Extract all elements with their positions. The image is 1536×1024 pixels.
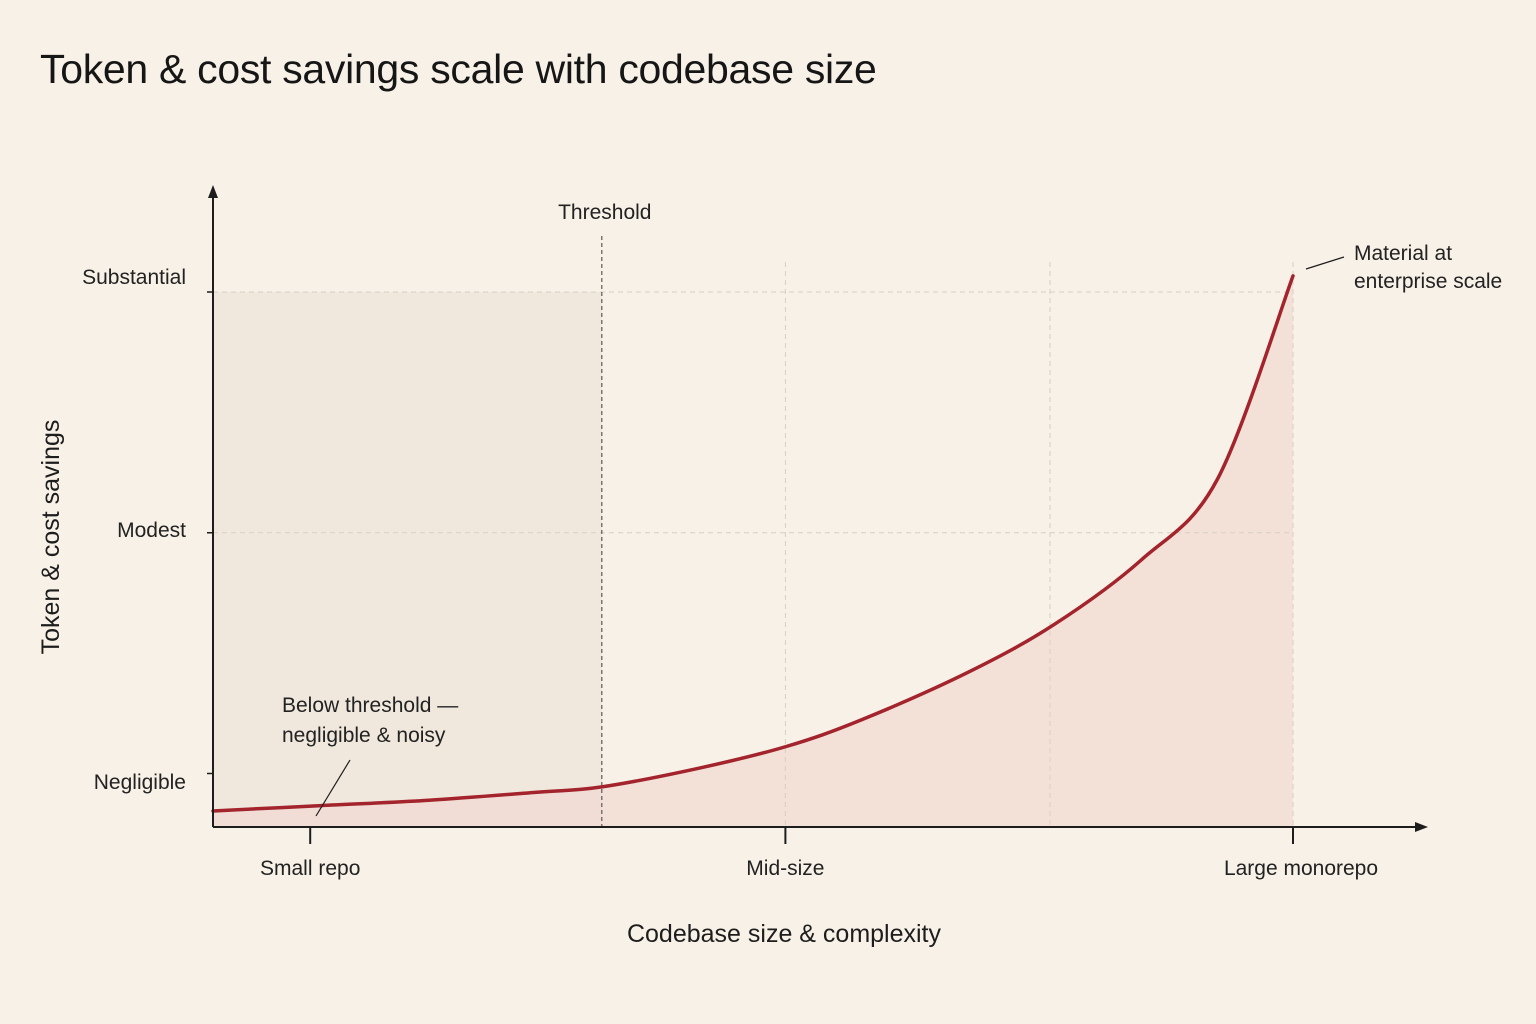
x-tick-label: Mid-size xyxy=(746,857,824,880)
enterprise-annotation: Material at enterprise scale xyxy=(1354,242,1502,293)
y-axis-title: Token & cost savings xyxy=(37,420,65,655)
below-threshold-region xyxy=(213,292,602,827)
x-axis-title: Codebase size & complexity xyxy=(627,920,942,948)
y-tick-label: Substantial xyxy=(82,266,186,289)
y-tick-label: Negligible xyxy=(94,771,186,794)
threshold-label: Threshold xyxy=(558,201,651,224)
annotation-line: Below threshold — xyxy=(282,694,458,717)
chart-title: Token & cost savings scale with codebase… xyxy=(40,46,877,92)
x-tick-label: Large monorepo xyxy=(1224,857,1378,880)
y-axis-arrow xyxy=(208,185,218,198)
below-threshold-annotation: Below threshold — negligible & noisy xyxy=(282,694,458,747)
savings-area xyxy=(213,275,1293,827)
annotation-line: enterprise scale xyxy=(1354,270,1502,293)
annotation-line: Material at xyxy=(1354,242,1452,265)
savings-curve xyxy=(211,274,1295,813)
below-threshold-leader xyxy=(315,759,351,817)
x-axis-arrow xyxy=(1415,822,1428,832)
annotation-line: negligible & noisy xyxy=(282,724,446,747)
enterprise-leader xyxy=(1305,256,1345,270)
y-tick-label: Modest xyxy=(117,519,186,542)
x-tick-label: Small repo xyxy=(260,857,360,880)
